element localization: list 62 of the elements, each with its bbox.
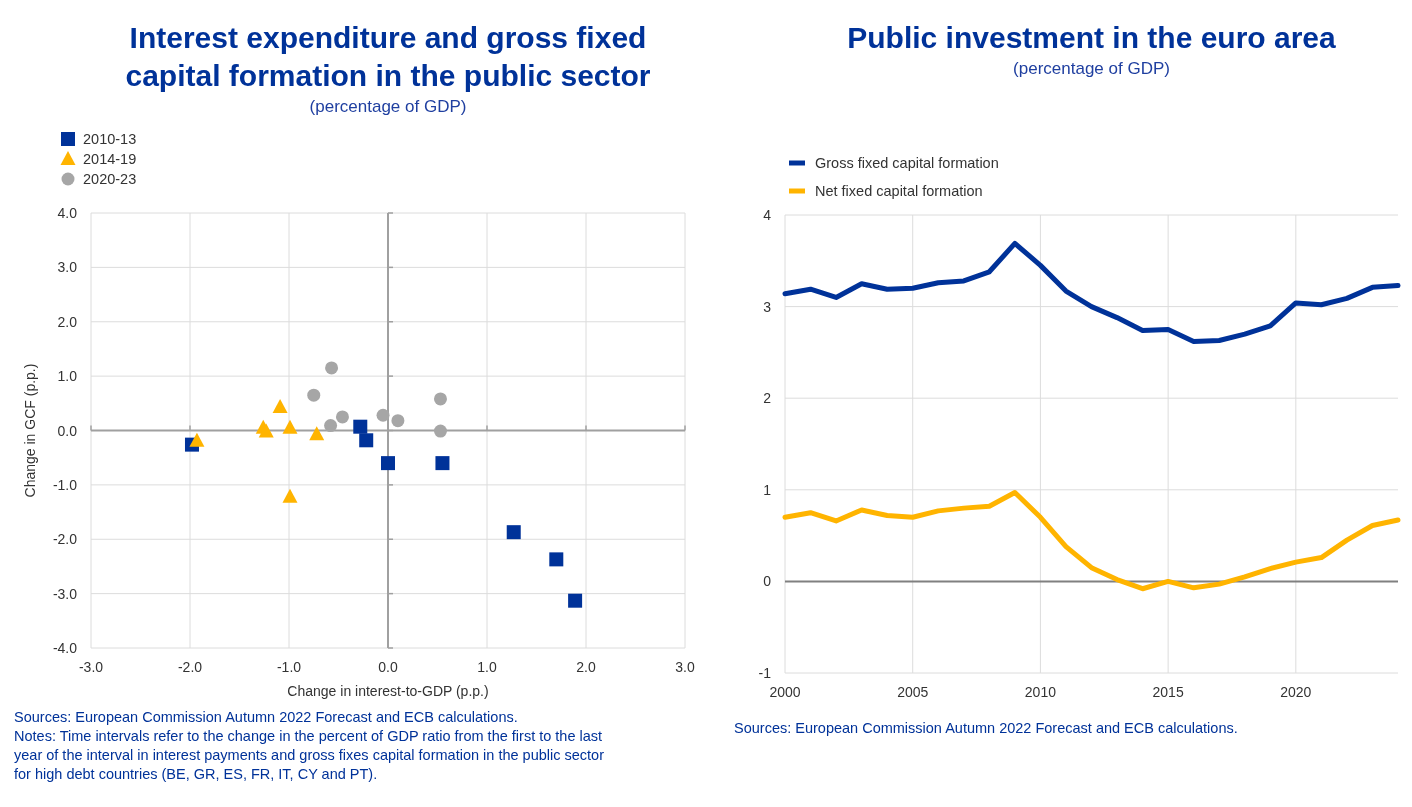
y-tick-label: 2.0 [57, 313, 78, 330]
legend-label: 2014-19 [83, 151, 137, 167]
point [325, 361, 339, 375]
y-tick-label: 3 [763, 298, 772, 315]
y-tick-label: 0.0 [57, 422, 78, 439]
point [353, 419, 368, 434]
point [309, 426, 325, 441]
point [549, 552, 564, 567]
source-note: Sources: European Commission Autumn 2022 Forecast and ECB calculations. [734, 720, 1238, 736]
chart-subtitle: (percentage of GDP) [309, 97, 467, 116]
legend-label: 2010-13 [83, 131, 137, 147]
y-tick-label: -4.0 [52, 640, 78, 656]
text: Notes: Time intervals refer to the change in the percent of GDP ratio from the first to the last year of the interval in interest payments and gross fixes capital formation in the public sector for high debt countries (BE, GR, ES, FR, IT, CY and PT). [14, 728, 605, 782]
chart-title: Interest expenditure and gross fixed capital formation in the public sector [125, 21, 651, 92]
chart-subtitle: (percentage of GDP) [1013, 59, 1170, 78]
point [282, 488, 298, 503]
y-tick-label: 1 [763, 481, 772, 498]
x-axis-title: Change in interest-to-GDP (p.p.) [287, 683, 489, 699]
y-tick-label: 2 [763, 390, 772, 407]
y-tick-label: -3.0 [52, 585, 78, 602]
point [189, 432, 205, 447]
x-tick-label: 2010 [1024, 684, 1057, 700]
x-tick-label: -2.0 [177, 659, 203, 675]
source-note: Sources: European Commission Autumn 2022 Forecast and ECB calculations. [14, 709, 518, 725]
point [307, 388, 321, 402]
legend-label: Gross fixed capital formation [815, 155, 999, 171]
x-tick-label: 2020 [1280, 684, 1312, 700]
y-tick-label: -2.0 [52, 531, 78, 548]
point [324, 419, 338, 433]
y-tick-label: 3.0 [57, 259, 78, 276]
legend-label: 2020-23 [83, 171, 137, 187]
point [391, 414, 405, 428]
point [381, 456, 395, 471]
y-tick-label: 4 [763, 207, 772, 223]
point [359, 433, 374, 448]
x-tick-label: -1.0 [276, 659, 302, 675]
x-tick-label: 0.0 [378, 659, 398, 675]
legend-label: Net fixed capital formation [815, 183, 983, 199]
x-tick-label: 2.0 [576, 659, 596, 675]
y-tick-label: -1.0 [52, 476, 78, 493]
chart-title: Public investment in the euro area [847, 21, 1337, 54]
x-tick-label: -3.0 [78, 659, 104, 675]
x-tick-label: 3.0 [675, 659, 695, 675]
x-tick-label: 2000 [769, 684, 801, 700]
point [506, 525, 521, 540]
point [335, 410, 349, 424]
point [435, 456, 450, 471]
y-tick-label: 4.0 [57, 205, 78, 221]
point [376, 408, 390, 422]
y-tick-label: 0 [763, 573, 772, 590]
y-axis-title: Change in GCF (p.p.) [22, 363, 38, 498]
y-tick-label: -1 [758, 665, 772, 681]
x-tick-label: 1.0 [477, 659, 497, 675]
x-tick-label: 2015 [1152, 684, 1184, 700]
point [272, 399, 288, 414]
point [282, 419, 298, 434]
point [568, 593, 583, 608]
y-tick-label: 1.0 [57, 368, 78, 385]
point [433, 392, 447, 406]
x-tick-label: 2005 [897, 684, 929, 700]
point [258, 423, 274, 438]
point [433, 424, 447, 438]
